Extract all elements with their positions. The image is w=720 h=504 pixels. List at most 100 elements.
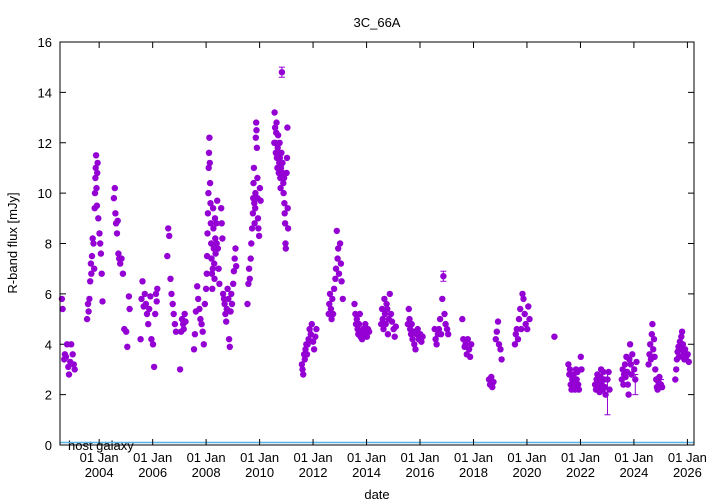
data-point [329, 310, 337, 318]
data-point [604, 376, 611, 383]
data-point [225, 336, 233, 343]
data-point [209, 285, 216, 292]
data-point [223, 318, 230, 325]
data-point [306, 325, 313, 333]
data-point [515, 315, 523, 323]
data-point [65, 371, 73, 378]
data-point [149, 341, 157, 348]
data-point [577, 353, 584, 360]
data-point [383, 300, 390, 308]
data-point [650, 336, 658, 343]
data-point [326, 300, 333, 308]
data-point [649, 320, 656, 328]
data-point [221, 300, 228, 308]
data-point [164, 252, 171, 260]
data-point [126, 305, 133, 313]
data-point [147, 293, 154, 300]
data-point [626, 341, 634, 348]
data-point [629, 351, 636, 358]
data-point [123, 328, 130, 335]
data-point [312, 333, 319, 340]
data-point [441, 310, 448, 318]
x-tick-label-line2: 2012 [299, 465, 328, 480]
y-tick-label: 14 [38, 85, 52, 100]
data-point [150, 363, 158, 371]
x-tick-label-line2: 2016 [406, 465, 435, 480]
x-tick-label-line1: 01 Jan [507, 450, 546, 465]
x-tick-label-line2: 2010 [245, 465, 274, 480]
data-point [432, 336, 439, 343]
data-point [145, 320, 152, 328]
x-tick-label-line1: 01 Jan [454, 450, 493, 465]
x-tick-label-line2: 2008 [192, 465, 221, 480]
y-tick-label: 8 [45, 237, 52, 252]
data-point [97, 250, 105, 257]
data-point [284, 205, 291, 212]
data-point [224, 285, 231, 292]
data-point [245, 265, 253, 272]
data-point [326, 290, 334, 298]
data-point [332, 275, 339, 282]
data-point [65, 363, 72, 371]
data-point [332, 265, 340, 272]
data-point [356, 310, 363, 318]
data-point [212, 250, 219, 257]
data-point [114, 217, 121, 224]
data-point [384, 331, 392, 338]
data-point [379, 315, 386, 323]
data-point [97, 240, 104, 247]
data-point [226, 343, 233, 350]
x-tick-label-line2: 2020 [512, 465, 541, 480]
data-point [199, 328, 206, 335]
data-point [384, 305, 391, 313]
data-point [493, 328, 500, 335]
data-point [194, 283, 201, 290]
data-point [628, 371, 635, 378]
data-point [440, 273, 447, 280]
x-tick-label-line2: 2006 [138, 465, 167, 480]
data-point [222, 310, 229, 318]
data-point [650, 346, 657, 353]
data-point [412, 346, 419, 353]
data-point [85, 308, 92, 315]
data-point [197, 315, 204, 323]
data-point [658, 383, 666, 391]
x-tick-label-line1: 01 Jan [668, 450, 707, 465]
data-point [209, 265, 216, 272]
data-point [69, 351, 76, 358]
data-point [359, 325, 367, 333]
data-point [255, 232, 263, 240]
data-point [214, 245, 222, 252]
data-point [181, 310, 188, 318]
data-point [206, 179, 214, 187]
data-point [512, 331, 519, 338]
data-point [280, 189, 287, 197]
data-point [284, 225, 292, 232]
data-point [244, 300, 251, 308]
data-point [281, 220, 289, 227]
data-point [248, 240, 255, 247]
data-point [652, 366, 659, 373]
data-point [250, 195, 257, 202]
data-point [330, 285, 338, 292]
data-point [216, 280, 223, 287]
data-point [207, 200, 214, 207]
data-point [94, 159, 101, 167]
data-point [633, 358, 640, 366]
x-tick-label-line1: 01 Jan [133, 450, 172, 465]
data-point [626, 356, 633, 363]
y-tick-label: 16 [38, 35, 52, 50]
data-point [678, 328, 686, 335]
data-point [87, 260, 95, 267]
data-point [94, 169, 101, 177]
data-point [59, 305, 66, 313]
data-point [153, 298, 160, 305]
data-point [443, 325, 451, 333]
data-point [327, 305, 335, 313]
data-point [202, 285, 210, 292]
data-point [405, 305, 412, 313]
data-point [90, 240, 97, 247]
data-point [93, 202, 101, 209]
data-point [274, 144, 281, 151]
data-point [71, 366, 78, 373]
